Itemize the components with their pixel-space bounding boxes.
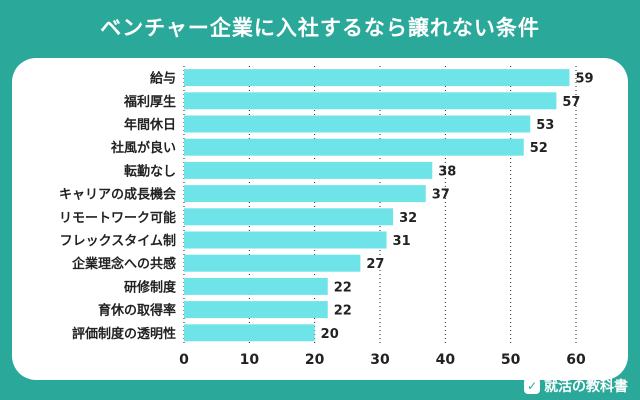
- category-label: 企業理念への共感: [71, 256, 176, 272]
- x-tick-label: 30: [370, 352, 390, 368]
- category-label: 福利厚生: [123, 94, 176, 110]
- chart-badge-icon: ✓: [524, 378, 540, 394]
- data-label: 22: [334, 304, 352, 319]
- bar: [184, 254, 361, 272]
- bar: [184, 92, 557, 110]
- data-label: 31: [393, 234, 411, 249]
- x-tick-label: 0: [179, 352, 189, 368]
- brand-logo: ✓ 就活の教科書: [524, 376, 628, 396]
- x-tick-label: 50: [501, 352, 521, 368]
- category-label: 給与: [150, 71, 176, 87]
- x-tick-label: 10: [240, 352, 260, 368]
- category-label: 育休の取得率: [98, 303, 176, 319]
- x-tick-label: 40: [436, 352, 456, 368]
- category-label: 年間休日: [124, 117, 176, 133]
- data-label: 53: [536, 118, 554, 133]
- category-label: 研修制度: [124, 279, 177, 295]
- x-tick-label: 20: [305, 352, 325, 368]
- data-label: 20: [321, 327, 339, 342]
- data-label: 52: [530, 141, 548, 156]
- bar: [184, 69, 570, 87]
- data-label: 38: [438, 164, 456, 179]
- bar: [184, 115, 531, 133]
- bar: [184, 185, 426, 203]
- bar: [184, 161, 433, 179]
- data-label: 57: [562, 95, 580, 110]
- bar: [184, 208, 394, 226]
- data-label: 59: [575, 72, 593, 87]
- brand-name: 就活の教科書: [544, 379, 628, 395]
- category-label: 社風が良い: [110, 140, 176, 156]
- category-label: リモートワーク可能: [59, 210, 176, 226]
- category-label: キャリアの成長機会: [59, 187, 177, 203]
- bar: [184, 301, 328, 319]
- bar: [184, 277, 328, 295]
- bar: [184, 324, 315, 342]
- chart-title: ベンチャー企業に入社するなら譲れない条件: [100, 16, 540, 40]
- category-label: 転勤なし: [124, 163, 176, 179]
- chart-panel: 給与 59 福利厚生 57 年間休日 53 社風が良い 52 転勤なし 38 キャリアの成長機会 37…: [12, 58, 628, 380]
- data-label: 27: [366, 257, 384, 272]
- category-label: 評価制度の透明性: [72, 326, 176, 342]
- bar-chart: 給与 59 福利厚生 57 年間休日 53 社風が良い 52 転勤なし 38 キャリアの成長機会 37…: [59, 66, 594, 368]
- data-label: 22: [334, 280, 352, 295]
- category-label: フレックスタイム制: [60, 233, 176, 249]
- data-label: 37: [432, 188, 450, 203]
- bar: [184, 138, 524, 156]
- bar: [184, 231, 387, 249]
- x-tick-label: 60: [566, 352, 586, 368]
- data-label: 32: [399, 211, 417, 226]
